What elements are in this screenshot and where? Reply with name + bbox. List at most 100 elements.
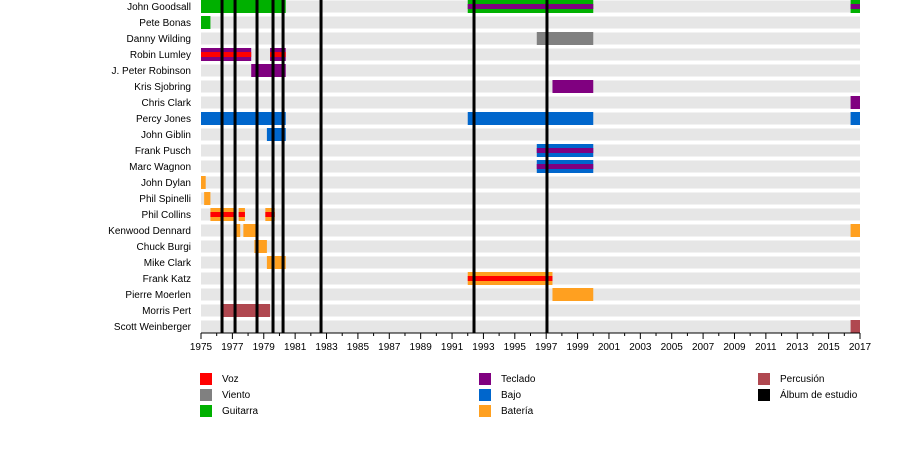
row-background <box>201 256 860 269</box>
legend-item-guitarra: Guitarra <box>200 405 258 417</box>
member-label: Danny Wilding <box>127 34 191 45</box>
album-line <box>255 0 259 333</box>
member-label: Mike Clark <box>144 258 192 269</box>
bar-voz-overlay <box>467 276 553 281</box>
bar-percusion <box>222 304 271 317</box>
album-line <box>281 0 285 333</box>
legend-swatch <box>200 389 212 401</box>
row-background <box>201 240 860 253</box>
bar-voz-overlay <box>270 52 286 57</box>
x-tick-label: 1977 <box>221 342 244 353</box>
legend-label: Batería <box>501 405 534 417</box>
member-label: Frank Katz <box>143 274 191 285</box>
x-tick-label: 1991 <box>441 342 464 353</box>
x-tick-label: 1979 <box>253 342 276 353</box>
member-label: Morris Pert <box>142 306 191 317</box>
x-tick-label: 1981 <box>284 342 307 353</box>
legend-label: Bajo <box>501 389 522 401</box>
x-tick-label: 1997 <box>535 342 558 353</box>
album-line <box>271 0 275 333</box>
legend-item-teclado: Teclado <box>479 373 535 385</box>
bar-voz-overlay <box>201 52 252 57</box>
legend-item-percusion: Percusión <box>758 373 824 385</box>
album-line <box>319 0 323 333</box>
member-label: John Dylan <box>141 178 191 189</box>
bar-teclado <box>850 96 860 109</box>
x-tick-label: 2001 <box>598 342 621 353</box>
member-label: Phil Collins <box>142 210 191 221</box>
legend-item-bajo: Bajo <box>479 389 521 401</box>
row-background <box>201 176 860 189</box>
x-tick-label: 2011 <box>755 342 777 353</box>
row-background <box>201 320 860 333</box>
bar-teclado <box>251 64 286 77</box>
legend-label: Voz <box>222 373 239 385</box>
bar-teclado-overlay <box>850 4 860 9</box>
bar-bateria <box>266 256 272 269</box>
member-label: Pierre Moerlen <box>125 290 191 301</box>
member-label: Chuck Burgi <box>137 242 191 253</box>
x-tick-label: 1985 <box>347 342 370 353</box>
row-background <box>201 224 860 237</box>
row-background <box>201 160 860 173</box>
bar-bateria <box>243 224 256 237</box>
legend-swatch <box>200 405 212 417</box>
row-background <box>201 80 860 93</box>
bar-bateria <box>850 224 860 237</box>
album-line <box>472 0 476 333</box>
row-background <box>201 128 860 141</box>
bar-bajo <box>467 112 594 125</box>
x-tick-label: 1999 <box>566 342 589 353</box>
x-tick-label: 2009 <box>723 342 746 353</box>
x-tick-label: 1983 <box>315 342 338 353</box>
bar-teclado <box>552 80 594 93</box>
row-background <box>201 16 860 29</box>
x-tick-label: 1995 <box>504 342 527 353</box>
legend-swatch <box>758 373 770 385</box>
row-background <box>201 48 860 61</box>
bar-bateria <box>204 192 211 205</box>
member-label: J. Peter Robinson <box>112 66 192 77</box>
legend-label: Viento <box>222 389 251 401</box>
album-line <box>233 0 237 333</box>
x-tick-label: 2013 <box>786 342 809 353</box>
x-tick-label: 1987 <box>378 342 401 353</box>
member-label: Chris Clark <box>142 98 192 109</box>
member-label: John Goodsall <box>127 2 191 13</box>
row-background <box>201 208 860 221</box>
member-label: Marc Wagnon <box>129 162 191 173</box>
x-axis: 1975 1977 1979 1981 1983 1985 1987 1989 1991 1993… <box>190 332 872 353</box>
bar-bajo <box>850 112 860 125</box>
legend-label: Guitarra <box>222 405 259 417</box>
bar-viento <box>536 32 594 45</box>
row-background <box>201 304 860 317</box>
x-tick-label: 1993 <box>472 342 495 353</box>
legend-item-bateria: Batería <box>479 405 533 417</box>
row-background <box>201 32 860 45</box>
bar-bateria <box>274 256 286 269</box>
member-label: Robin Lumley <box>130 50 191 61</box>
legend-label: Percusión <box>780 373 825 385</box>
x-tick-label: 1975 <box>190 342 213 353</box>
x-tick-label: 2005 <box>661 342 684 353</box>
member-label: Percy Jones <box>136 114 191 125</box>
member-label: Frank Pusch <box>135 146 191 157</box>
row-background <box>201 144 860 157</box>
member-labels: John Goodsall Pete Bonas Danny Wilding Robi… <box>108 2 192 333</box>
legend-label: Teclado <box>501 373 536 385</box>
x-tick-label: 2015 <box>817 342 840 353</box>
bar-voz-overlay <box>265 212 275 217</box>
album-lines <box>220 0 549 333</box>
member-label: Pete Bonas <box>139 18 191 29</box>
bar-bateria <box>552 288 594 301</box>
member-label: Kris Sjobring <box>134 82 191 93</box>
member-label: John Giblin <box>141 130 191 141</box>
legend-swatch <box>479 373 491 385</box>
bar-teclado-overlay <box>536 148 594 153</box>
row-background <box>201 96 860 109</box>
bar-teclado-overlay <box>467 4 594 9</box>
x-tick-label: 2017 <box>849 342 872 353</box>
legend-swatch <box>758 389 770 401</box>
bar-percusion <box>850 320 860 333</box>
legend-item-album: Álbum de estudio <box>758 389 857 401</box>
